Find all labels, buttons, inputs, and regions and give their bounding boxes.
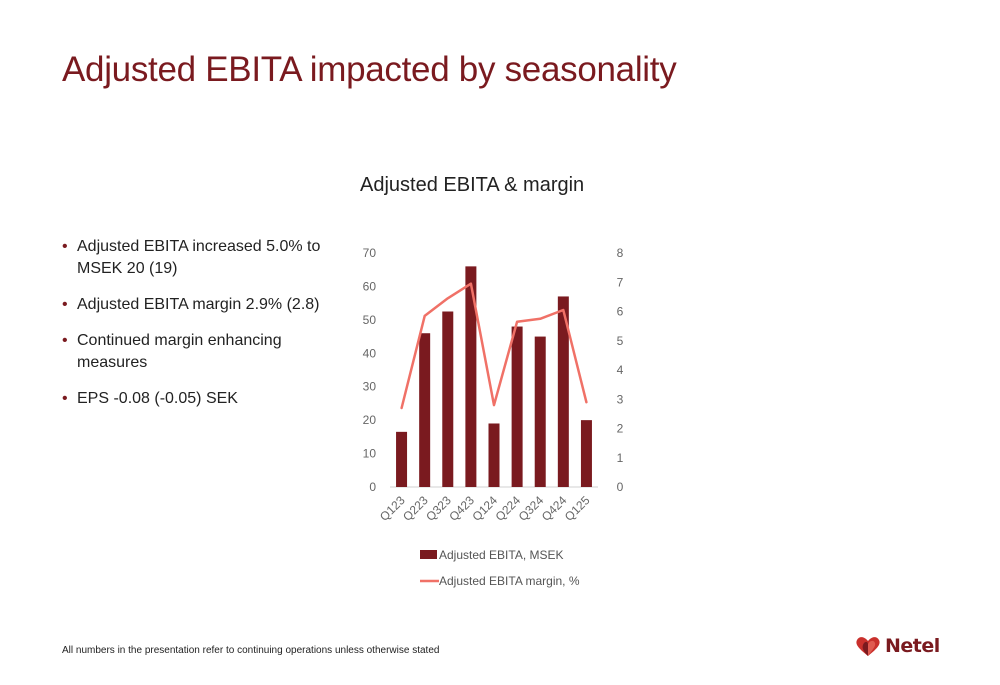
- bar: [580, 420, 592, 487]
- y-left-tick-label: 60: [363, 279, 377, 293]
- x-tick-label: Q323: [423, 493, 454, 524]
- x-tick-label: Q124: [469, 493, 500, 524]
- y-right-tick-label: 3: [617, 392, 624, 406]
- x-tick-label: Q424: [539, 493, 570, 524]
- x-tick-label: Q224: [493, 493, 524, 524]
- logo-text: Netel: [885, 635, 940, 657]
- y-left-tick-label: 50: [363, 313, 377, 327]
- y-right-tick-label: 8: [617, 246, 624, 260]
- x-tick-label: Q324: [516, 493, 547, 524]
- bullet-item: Adjusted EBITA margin 2.9% (2.8): [62, 294, 352, 316]
- margin-line-series: [400, 282, 588, 410]
- legend-bar-label: Adjusted EBITA, MSEK: [439, 548, 564, 562]
- y-right-tick-label: 1: [617, 451, 624, 465]
- y-left-tick-label: 30: [363, 380, 377, 394]
- bar: [511, 326, 523, 487]
- bullet-list: Adjusted EBITA increased 5.0% to MSEK 20…: [62, 236, 352, 424]
- y-right-tick-label: 7: [617, 275, 624, 289]
- x-tick-label: Q223: [400, 493, 431, 524]
- x-tick-label: Q123: [377, 493, 408, 524]
- bullet-item: Adjusted EBITA increased 5.0% to MSEK 20…: [62, 236, 352, 280]
- y-right-tick-label: 0: [617, 480, 624, 494]
- bar-series: [396, 266, 592, 487]
- legend-bar-swatch: [420, 550, 437, 559]
- bullet-item: EPS -0.08 (-0.05) SEK: [62, 388, 352, 410]
- y-right-tick-label: 6: [617, 305, 624, 319]
- y-axis-left: 0 10 20 30 40 50 60 70: [363, 246, 377, 494]
- legend: Adjusted EBITA, MSEK Adjusted EBITA marg…: [420, 548, 580, 588]
- bar: [534, 336, 546, 487]
- legend-line-label: Adjusted EBITA margin, %: [439, 574, 580, 588]
- bar: [442, 311, 454, 487]
- bullet-item: Continued margin enhancing measures: [62, 330, 352, 374]
- y-right-tick-label: 2: [617, 422, 624, 436]
- y-left-tick-label: 0: [369, 480, 376, 494]
- y-left-tick-label: 40: [363, 346, 377, 360]
- bar: [419, 333, 431, 487]
- footnote: All numbers in the presentation refer to…: [62, 645, 440, 656]
- y-right-tick-label: 4: [617, 363, 624, 377]
- netel-logo: Netel: [855, 635, 940, 657]
- y-left-tick-label: 10: [363, 447, 377, 461]
- y-axis-right: 0 1 2 3 4 5 6 7 8: [617, 246, 624, 494]
- slide-title: Adjusted EBITA impacted by seasonality: [62, 50, 677, 89]
- bar: [465, 266, 477, 487]
- bar: [557, 296, 569, 487]
- chart-title: Adjusted EBITA & margin: [360, 174, 585, 196]
- logo-heart-icon: [856, 637, 880, 656]
- bar: [488, 423, 500, 487]
- x-tick-label: Q423: [446, 493, 477, 524]
- x-tick-label: Q125: [562, 493, 593, 524]
- y-left-tick-label: 20: [363, 413, 377, 427]
- y-right-tick-label: 5: [617, 334, 624, 348]
- bar: [396, 431, 408, 487]
- y-left-tick-label: 70: [363, 246, 377, 260]
